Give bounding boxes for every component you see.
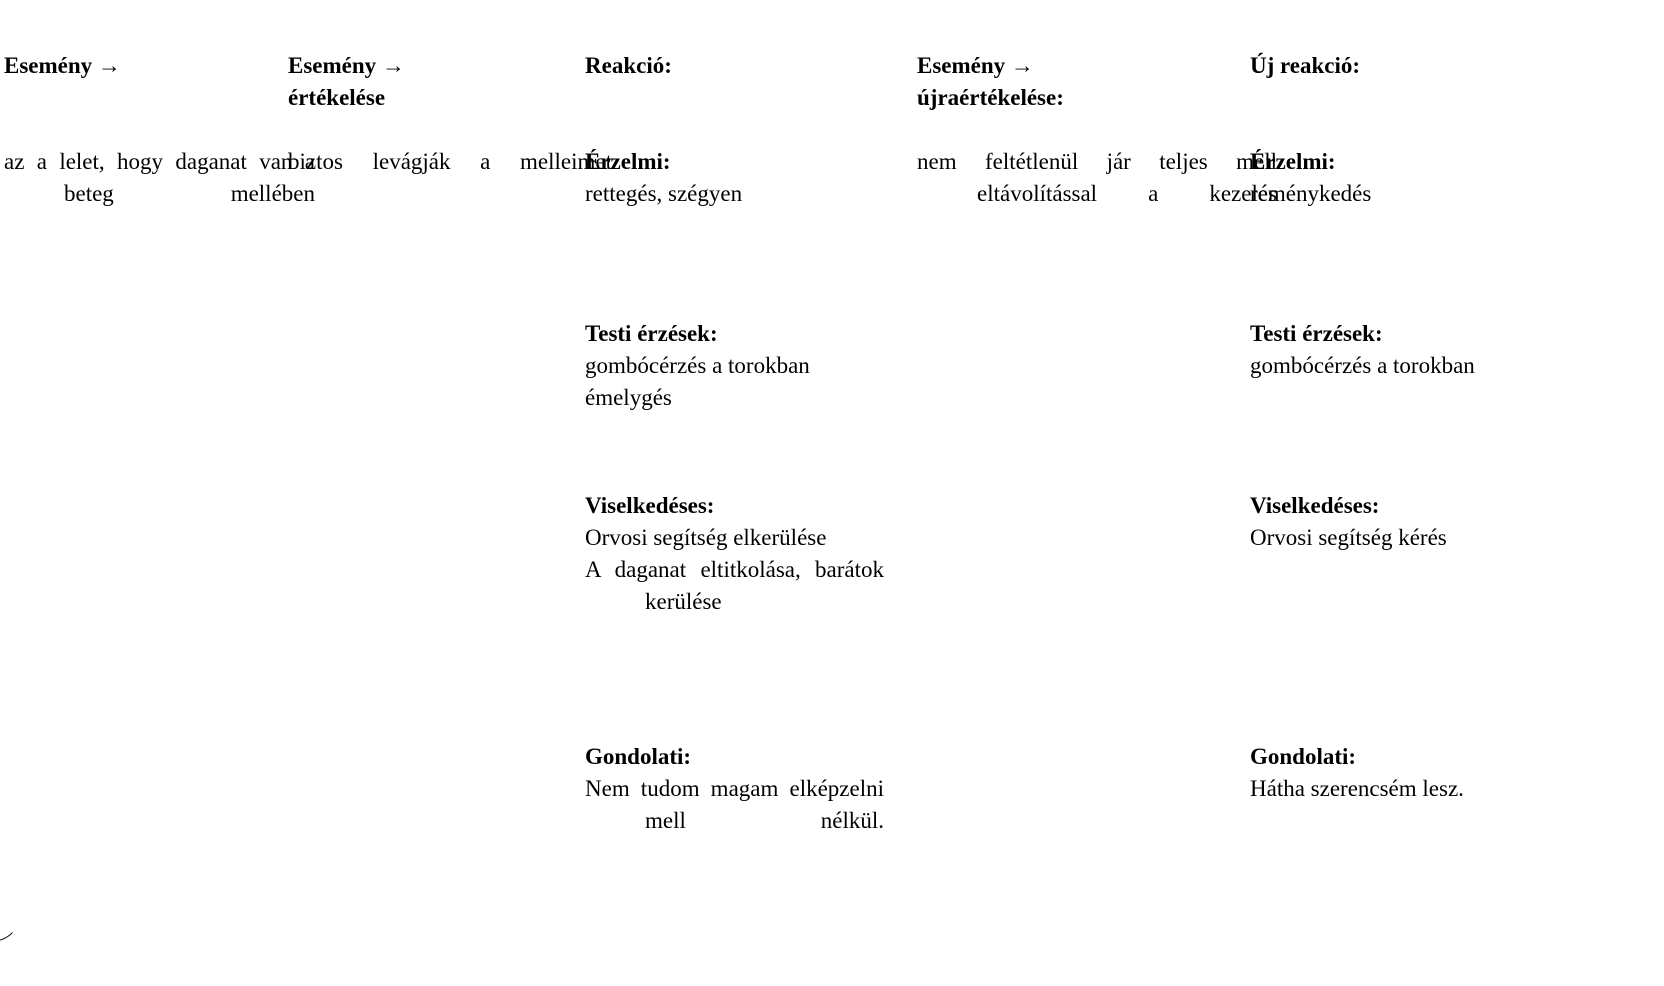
new-reaction-physical-title: Testi érzések: bbox=[1250, 321, 1383, 346]
new-reaction-thought-text: Hátha szerencsém lesz. bbox=[1250, 776, 1464, 801]
reaction-physical: Testi érzések: gombócérzés a torokban ém… bbox=[585, 318, 885, 414]
reaction-thought-title: Gondolati: bbox=[585, 744, 692, 769]
corner-arc-decoration bbox=[0, 880, 22, 942]
header-reevaluation: Esemény → újraértékelése: bbox=[917, 50, 1107, 114]
event-text: az a lelet, hogy daganat van a beteg mel… bbox=[4, 149, 315, 206]
new-reaction-behavioral-title: Viselkedéses: bbox=[1250, 493, 1380, 518]
new-reaction-behavioral: Viselkedéses: Orvosi segítség kérés bbox=[1250, 490, 1550, 554]
reaction-physical-line2: émelygés bbox=[585, 385, 672, 410]
header-reaction: Reakció: bbox=[585, 50, 885, 82]
reaction-behavioral-line2: A daganat eltitkolása, barátok kerülése bbox=[585, 557, 884, 614]
header-evaluation-line1: Esemény → bbox=[288, 53, 405, 78]
header-evaluation-line2: értékelése bbox=[288, 85, 386, 110]
new-reaction-thought-title: Gondolati: bbox=[1250, 744, 1357, 769]
reaction-thought-text: Nem tudom magam elképzelni mell nélkül. bbox=[585, 776, 884, 833]
header-new-reaction: Új reakció: bbox=[1250, 50, 1550, 82]
new-reaction-thought: Gondolati: Hátha szerencsém lesz. bbox=[1250, 741, 1550, 805]
header-evaluation: Esemény → értékelése bbox=[288, 50, 468, 114]
new-reaction-emotional-title: Érzelmi: bbox=[1250, 149, 1336, 174]
header-reevaluation-line2: újraértékelése: bbox=[917, 85, 1064, 110]
header-event-label: Esemény → bbox=[4, 53, 121, 78]
header-reevaluation-line1: Esemény → bbox=[917, 53, 1034, 78]
reaction-thought: Gondolati: Nem tudom magam elképzelni me… bbox=[585, 741, 884, 837]
header-event: Esemény → bbox=[4, 50, 264, 82]
reaction-physical-line1: gombócérzés a torokban bbox=[585, 353, 810, 378]
reaction-emotional-title: Érzelmi: bbox=[585, 149, 671, 174]
reaction-behavioral: Viselkedéses: Orvosi segítség elkerülése… bbox=[585, 490, 884, 618]
header-new-reaction-label: Új reakció: bbox=[1250, 53, 1361, 78]
evaluation-text: biztos levágják a melleimet bbox=[288, 149, 612, 174]
new-reaction-behavioral-line1: Orvosi segítség kérés bbox=[1250, 525, 1447, 550]
new-reaction-emotional: Érzelmi: reménykedés bbox=[1250, 146, 1550, 210]
reaction-behavioral-title: Viselkedéses: bbox=[585, 493, 715, 518]
reaction-emotional: Érzelmi: rettegés, szégyen bbox=[585, 146, 885, 210]
new-reaction-physical: Testi érzések: gombócérzés a torokban bbox=[1250, 318, 1550, 382]
reaction-emotional-text: rettegés, szégyen bbox=[585, 181, 743, 206]
reaction-physical-title: Testi érzések: bbox=[585, 321, 718, 346]
reaction-behavioral-line1: Orvosi segítség elkerülése bbox=[585, 525, 827, 550]
new-reaction-emotional-text: reménykedés bbox=[1250, 181, 1372, 206]
header-reaction-label: Reakció: bbox=[585, 53, 672, 78]
reevaluation-text: nem feltétlenül jár teljes mell eltávolí… bbox=[917, 149, 1277, 206]
new-reaction-physical-line1: gombócérzés a torokban bbox=[1250, 353, 1475, 378]
